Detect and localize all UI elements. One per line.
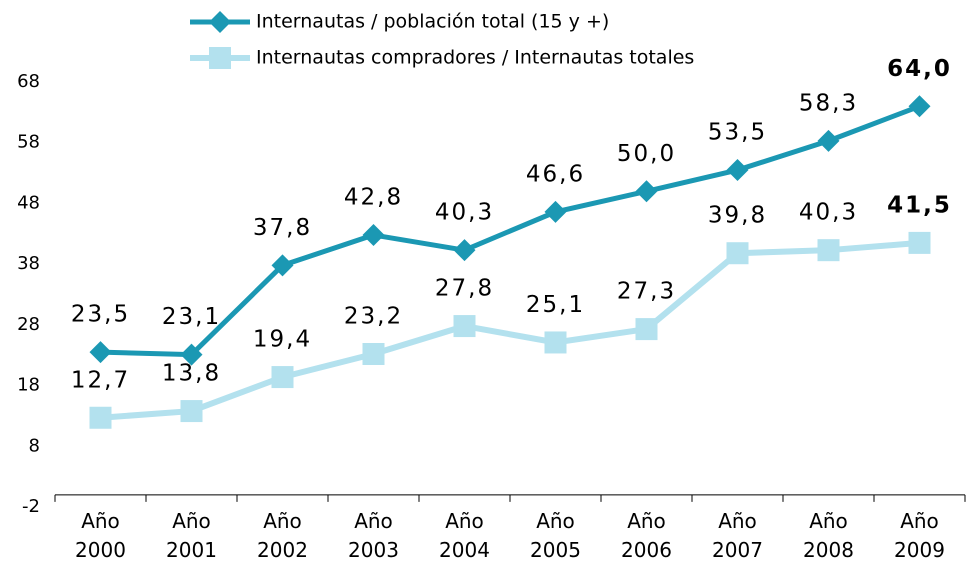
point	[89, 406, 112, 429]
y-tick-label: 38	[17, 253, 40, 274]
point	[635, 180, 658, 203]
x-tick-label: Año 2000	[75, 508, 126, 561]
data-label: 41,5	[887, 192, 952, 218]
point	[362, 343, 385, 365]
point	[817, 129, 840, 152]
data-label: 53,5	[708, 120, 767, 146]
series-line	[100, 103, 921, 358]
data-label: 27,3	[617, 279, 676, 305]
point	[908, 95, 931, 118]
x-tick-label: Año 2002	[257, 508, 308, 561]
point	[271, 366, 294, 389]
point	[726, 159, 749, 182]
data-label: 25,1	[526, 292, 585, 318]
data-label: 13,8	[162, 361, 221, 387]
point	[635, 318, 658, 341]
data-label: 27,8	[435, 276, 494, 302]
x-tick-label: Año 2004	[439, 508, 490, 561]
data-label: 39,8	[708, 203, 767, 229]
legend-label: Internautas compradores / Internautas to…	[256, 47, 694, 69]
point	[362, 224, 385, 246]
x-tick-label: Año 2007	[712, 508, 763, 561]
point	[544, 331, 567, 354]
data-label: 23,2	[344, 304, 403, 330]
data-label: 40,3	[799, 200, 858, 226]
y-tick-label: 48	[17, 192, 40, 213]
data-label: 46,6	[526, 161, 585, 187]
y-tick-label: 58	[17, 132, 40, 153]
legend-marker	[209, 47, 231, 69]
y-tick-label: -2	[22, 496, 40, 517]
data-label: 37,8	[253, 215, 312, 241]
y-tick-label: 8	[29, 435, 40, 456]
x-tick-label: Año 2005	[530, 508, 581, 561]
data-label: 23,5	[71, 302, 130, 328]
data-label: 12,7	[71, 367, 130, 393]
legend-label: Internautas / población total (15 y +)	[256, 11, 609, 33]
point	[544, 200, 567, 223]
series-line	[100, 239, 920, 421]
data-label: 58,3	[799, 90, 858, 116]
data-label: 42,8	[344, 185, 403, 211]
data-label: 40,3	[435, 200, 494, 226]
x-tick-label: Año 2001	[166, 508, 217, 561]
y-tick-label: 68	[17, 71, 40, 92]
x-tick-label: Año 2009	[894, 508, 945, 561]
point	[89, 341, 112, 364]
x-tick-label: Año 2003	[348, 508, 399, 561]
y-tick-label: 28	[17, 314, 40, 335]
x-tick-label: Año 2008	[803, 508, 854, 561]
point	[453, 315, 476, 338]
point	[453, 239, 476, 262]
legend-marker	[209, 11, 231, 33]
point	[271, 254, 294, 277]
y-tick-label: 18	[17, 375, 40, 396]
point	[908, 231, 931, 254]
data-label: 23,1	[162, 304, 221, 330]
data-label: 50,0	[617, 141, 676, 167]
x-tick-label: Año 2006	[621, 508, 672, 561]
point	[180, 343, 203, 366]
data-label: 64,0	[887, 56, 952, 82]
data-label: 19,4	[253, 327, 312, 353]
point	[817, 239, 840, 262]
point	[180, 400, 203, 423]
point	[726, 242, 749, 265]
